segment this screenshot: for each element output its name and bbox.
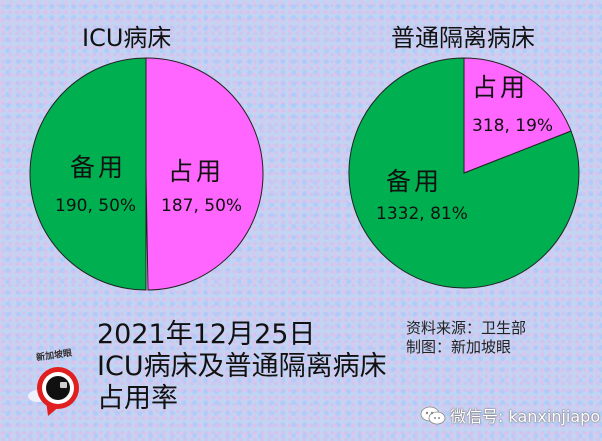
- main-title: 2021年12月25日 ICU病床及普通隔离病床 占用率: [97, 319, 387, 415]
- title-date: 2021年12月25日: [97, 319, 316, 350]
- title-rate: 占用率: [97, 383, 178, 414]
- icu-occupied-value: 187, 50%: [161, 196, 243, 216]
- isolation-chart-title: 普通隔离病床: [391, 24, 535, 52]
- icu-pie: [29, 57, 264, 291]
- icu-occupied-label: 占用: [168, 157, 225, 186]
- icu-chart-title: ICU病床: [82, 24, 172, 52]
- title-subject: ICU病床及普通隔离病床: [97, 351, 387, 382]
- icu-slice-spare: [29, 57, 147, 291]
- wechat-id: 微信号: kanxinjiapo: [450, 407, 601, 426]
- credit-line: 制图：新加坡眼: [406, 338, 512, 356]
- eye-icon: [28, 367, 79, 416]
- isolation-spare-value: 1332, 81%: [376, 204, 468, 224]
- icu-slice-occupied: [145, 57, 264, 291]
- isolation-occupied-label: 占用: [472, 73, 529, 102]
- source-line: 资料来源：卫生部: [406, 319, 527, 337]
- xinjiapo-logo: 新加坡眼: [26, 344, 92, 420]
- icu-spare-label: 备用: [70, 153, 127, 182]
- source-block: 资料来源：卫生部 制图：新加坡眼: [406, 319, 526, 357]
- isolation-pie: [348, 57, 580, 289]
- icu-spare-value: 190, 50%: [55, 196, 137, 216]
- wechat-watermark: 微信号: kanxinjiapo: [420, 403, 600, 427]
- isolation-slice-occupied: [463, 57, 572, 174]
- isolation-occupied-value: 318, 19%: [472, 116, 554, 136]
- isolation-spare-label: 备用: [386, 167, 443, 196]
- wechat-icon: [420, 406, 446, 425]
